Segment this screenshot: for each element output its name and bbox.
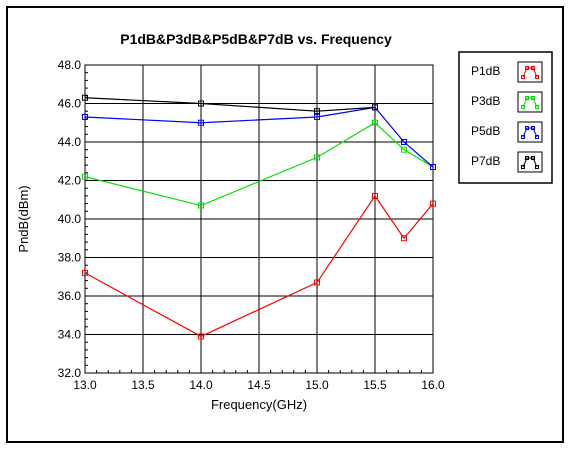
data-point-P7dB <box>372 104 378 111</box>
data-point-P1dB <box>401 235 407 242</box>
data-point-P1dB <box>372 192 378 199</box>
y-tick-label: 38.0 <box>58 251 82 265</box>
x-tick-label: 13.5 <box>131 378 155 392</box>
data-point-P7dB <box>198 100 204 107</box>
y-tick-label: 36.0 <box>58 289 82 303</box>
legend-swatch-marker <box>521 135 525 139</box>
data-point-P3dB <box>198 202 204 209</box>
chart-title: P1dB&P3dB&P5dB&P7dB vs. Frequency <box>120 31 392 47</box>
x-axis-title: Frequency(GHz) <box>211 397 307 412</box>
data-point-P1dB <box>314 279 320 286</box>
data-point-P1dB <box>430 200 436 207</box>
x-tick-label: 15.0 <box>305 378 329 392</box>
series-line-P7dB <box>84 97 376 112</box>
series-layer <box>82 94 436 340</box>
legend: P1dB P3dB P5dB P7dB <box>458 51 553 184</box>
legend-swatch-marker <box>525 96 529 100</box>
legend-swatch-marker <box>521 105 525 109</box>
data-point-P5dB <box>198 119 204 126</box>
chart-frame: P1dB&P3dB&P5dB&P7dB vs. Frequency 13.0 13… <box>6 6 564 443</box>
data-point-P5dB <box>401 139 407 145</box>
data-point-P3dB <box>314 154 320 161</box>
data-point-P3dB <box>401 146 407 153</box>
y-tick-label: 46.0 <box>58 97 82 111</box>
x-tick-label: 14.0 <box>189 378 213 392</box>
minor-ticks <box>84 64 434 374</box>
y-tick-label: 42.0 <box>58 174 82 188</box>
y-tick-label: 44.0 <box>58 135 82 149</box>
legend-swatch-line-P3dB <box>522 97 538 108</box>
data-point-P7dB <box>82 94 88 101</box>
y-tick-labels: 32.0 34.0 36.0 38.0 40.0 42.0 44.0 46.0 48.0 <box>58 58 82 380</box>
data-point-P5dB <box>430 164 436 171</box>
chart-svg: P1dB&P3dB&P5dB&P7dB vs. Frequency 13.0 13… <box>16 31 553 412</box>
series-line-P3dB <box>84 122 434 207</box>
data-point-P3dB <box>372 119 378 126</box>
x-tick-label: 14.5 <box>247 378 271 392</box>
y-tick-label: 40.0 <box>58 212 82 226</box>
series-line-P1dB <box>84 194 434 338</box>
data-point-P1dB <box>82 269 88 276</box>
legend-label-P3dB: P3dB <box>471 94 500 108</box>
y-tick-label: 48.0 <box>58 58 82 72</box>
legend-swatch-marker <box>531 66 535 70</box>
legend-label-P5dB: P5dB <box>471 124 500 138</box>
data-point-P5dB <box>82 113 88 120</box>
legend-swatch-line-P7dB <box>522 157 538 168</box>
series-P5dB <box>82 104 436 171</box>
data-point-P5dB <box>314 113 320 120</box>
legend-swatch-marker <box>521 165 525 169</box>
x-tick-label: 16.0 <box>421 378 445 392</box>
series-P7dB <box>82 94 378 115</box>
series-P1dB <box>82 192 436 340</box>
grid <box>84 64 434 374</box>
series-line-P5dB <box>84 106 434 168</box>
legend-swatch-marker <box>535 75 539 79</box>
y-axis-title: PndB(dBm) <box>16 185 31 252</box>
legend-label-P7dB: P7dB <box>471 154 500 168</box>
legend-swatch-marker <box>535 165 539 169</box>
legend-swatch-marker <box>525 66 529 70</box>
legend-swatch-marker <box>531 96 535 100</box>
data-point-P1dB <box>198 333 204 340</box>
x-tick-labels: 13.0 13.5 14.0 14.5 15.0 15.5 16.0 <box>73 378 445 392</box>
legend-swatch-marker <box>535 135 539 139</box>
legend-label-P1dB: P1dB <box>471 64 500 78</box>
legend-swatch-marker <box>521 75 525 79</box>
legend-swatch-line-P5dB <box>522 127 538 138</box>
x-tick-label: 15.5 <box>363 378 387 392</box>
legend-swatch-marker <box>525 156 529 160</box>
legend-swatch-marker <box>535 105 539 109</box>
x-tick-label: 13.0 <box>73 378 97 392</box>
data-point-P7dB <box>314 108 320 115</box>
y-tick-label: 34.0 <box>58 328 82 342</box>
data-point-P3dB <box>82 173 88 180</box>
legend-swatch-marker <box>531 126 535 130</box>
legend-swatch-line-P1dB <box>522 67 538 78</box>
legend-swatch-marker <box>525 126 529 130</box>
y-tick-label: 32.0 <box>58 366 82 380</box>
legend-swatch-marker <box>531 156 535 160</box>
